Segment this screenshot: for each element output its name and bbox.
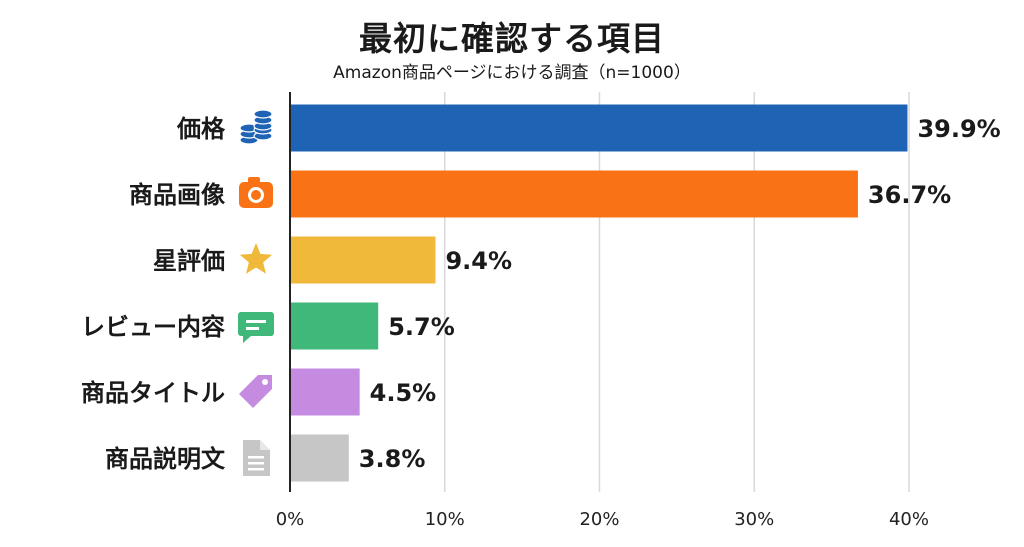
x-tick-label: 30% — [734, 509, 774, 530]
x-tick-label: 20% — [579, 509, 619, 530]
category-label: 商品画像 — [129, 181, 226, 209]
category-label: 商品説明文 — [105, 445, 226, 473]
camera-icon — [239, 177, 273, 208]
x-tick-label: 10% — [425, 509, 465, 530]
bar — [290, 170, 858, 218]
x-tick-label: 0% — [276, 509, 305, 530]
value-label: 5.7% — [388, 313, 455, 341]
category-label: 商品タイトル — [81, 379, 225, 407]
category-icons — [238, 109, 274, 476]
value-label: 4.5% — [370, 379, 437, 407]
value-label: 36.7% — [868, 181, 951, 209]
value-labels: 39.9% 36.7% 9.4% 5.7% 4.5% 3.8% — [359, 115, 1001, 473]
coins-icon — [239, 109, 273, 145]
value-label: 39.9% — [917, 115, 1000, 143]
star-icon — [239, 243, 273, 274]
grid-lines — [444, 92, 910, 492]
tag-icon — [239, 375, 272, 408]
value-label: 3.8% — [359, 445, 426, 473]
bars — [290, 104, 908, 482]
x-tick-label: 40% — [889, 509, 929, 530]
bar — [290, 434, 349, 482]
bar — [290, 368, 360, 416]
chart-subtitle: Amazon商品ページにおける調査（n=1000） — [333, 63, 691, 83]
value-label: 9.4% — [445, 247, 512, 275]
x-axis-ticks: 0% 10% 20% 30% 40% — [276, 509, 929, 530]
chat-bubble-icon — [238, 312, 274, 343]
bar — [290, 104, 908, 152]
bar — [290, 236, 436, 284]
document-icon — [243, 440, 270, 476]
category-label: 星評価 — [153, 247, 225, 275]
category-label: レビュー内容 — [81, 313, 225, 341]
category-label: 価格 — [176, 115, 226, 143]
bar — [290, 302, 379, 350]
chart-title: 最初に確認する項目 — [359, 19, 665, 58]
